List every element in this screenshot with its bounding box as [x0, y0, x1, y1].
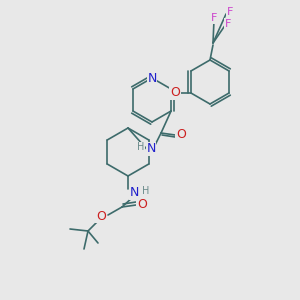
Text: H: H [137, 142, 144, 152]
Text: N: N [147, 71, 157, 85]
Text: O: O [137, 197, 147, 211]
Text: O: O [176, 128, 186, 142]
Text: H: H [142, 186, 150, 196]
Text: F: F [227, 7, 233, 17]
Text: O: O [170, 86, 180, 100]
Text: N: N [129, 187, 139, 200]
Text: F: F [225, 19, 231, 29]
Text: O: O [96, 209, 106, 223]
Text: N: N [146, 142, 156, 155]
Text: F: F [211, 13, 217, 23]
